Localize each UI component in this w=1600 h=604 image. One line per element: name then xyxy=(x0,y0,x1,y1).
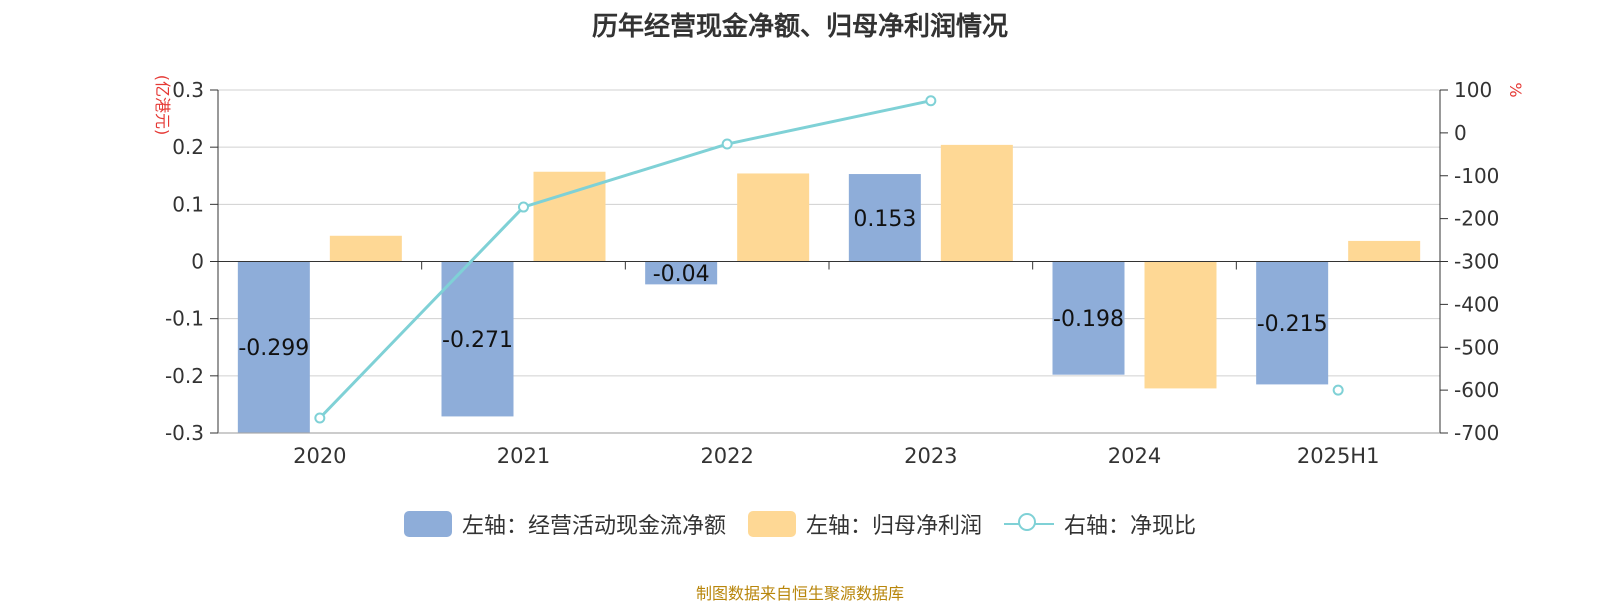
right-axis-unit: % xyxy=(1506,82,1525,97)
category-label: 2024 xyxy=(1108,444,1161,468)
left-axis-unit: (亿港元) xyxy=(153,75,172,136)
category-label: 2023 xyxy=(904,444,957,468)
category-label: 2020 xyxy=(293,444,346,468)
right-tick-label: 0 xyxy=(1454,121,1467,145)
right-tick-label: -100 xyxy=(1454,164,1499,188)
bar-profit-2025H1 xyxy=(1348,240,1421,262)
bar-profit-2020 xyxy=(329,235,402,262)
data-label-cash-2024: -0.198 xyxy=(1053,307,1124,332)
axes xyxy=(210,89,1448,434)
chart-area: 0.3 0.2 0.1 0 -0.1 -0.2 -0.3 100 0 -100 -200 -300 -4… xyxy=(153,75,1525,468)
bar-cash-2025H1 xyxy=(1256,261,1329,385)
right-tick-label: -400 xyxy=(1454,292,1499,316)
bar-cash-2023 xyxy=(848,174,921,262)
ratio-line xyxy=(318,99,932,420)
source-note: 制图数据来自恒生聚源数据库 xyxy=(695,584,904,603)
right-tick-label: -600 xyxy=(1454,378,1499,402)
legend-swatch xyxy=(403,511,452,537)
legend: 左轴：经营活动现金流净额 左轴：归母净利润 右轴：净现比 xyxy=(0,508,1600,540)
bar-cash-2021 xyxy=(441,261,514,417)
tick-labels: 0.3 0.2 0.1 0 -0.1 -0.2 -0.3 100 0 -100 -200 -300 -4… xyxy=(153,75,1525,468)
bar-profit-2024 xyxy=(1144,261,1217,389)
data-labels: -0.299 -0.271 -0.04 0.153 -0.198 -0.215 xyxy=(238,207,1327,361)
data-label-cash-2020: -0.299 xyxy=(238,336,309,361)
left-tick-label: 0 xyxy=(191,250,204,274)
legend-label: 左轴：归母净利润 xyxy=(805,514,982,539)
right-tick-label: -200 xyxy=(1454,207,1499,231)
left-tick-label: -0.2 xyxy=(165,364,204,388)
left-tick-label: -0.3 xyxy=(165,421,204,445)
ratio-line-series xyxy=(314,95,1344,424)
legend-item-cash[interactable]: 左轴：经营活动现金流净额 xyxy=(403,508,726,540)
category-label: 2021 xyxy=(497,444,550,468)
category-label: 2025H1 xyxy=(1297,444,1380,468)
category-label: 2022 xyxy=(700,444,753,468)
ratio-point-2023 xyxy=(925,95,937,107)
data-label-cash-2021: -0.271 xyxy=(442,328,513,353)
right-tick-label: -500 xyxy=(1454,335,1499,359)
legend-swatch xyxy=(747,511,796,537)
bar-series xyxy=(237,144,1421,433)
legend-item-ratio[interactable]: 右轴：净现比 xyxy=(1004,508,1196,540)
right-tick-label: 100 xyxy=(1454,78,1492,102)
bar-cash-2024 xyxy=(1052,261,1125,375)
left-tick-label: 0.2 xyxy=(172,135,204,159)
ratio-point-2022 xyxy=(721,138,733,150)
right-tick-label: -700 xyxy=(1454,421,1499,445)
ratio-point-2021 xyxy=(518,201,529,213)
left-tick-label: 0.1 xyxy=(172,192,204,216)
data-label-cash-2023: 0.153 xyxy=(853,207,916,232)
data-label-cash-2025H1: -0.215 xyxy=(1257,312,1328,337)
legend-label: 右轴：净现比 xyxy=(1064,514,1197,539)
left-tick-label: -0.1 xyxy=(165,307,204,331)
bar-cash-2020 xyxy=(237,261,310,433)
data-label-cash-2022: -0.04 xyxy=(653,262,710,287)
bar-profit-2022 xyxy=(737,173,810,262)
legend-line-swatch xyxy=(1004,511,1054,537)
legend-label: 左轴：经营活动现金流净额 xyxy=(461,514,726,539)
ratio-point-2020 xyxy=(314,412,326,424)
bar-cash-2022 xyxy=(645,261,718,285)
left-tick-label: 0.3 xyxy=(172,78,204,102)
right-tick-label: -300 xyxy=(1454,250,1499,274)
legend-item-profit[interactable]: 左轴：归母净利润 xyxy=(747,508,982,540)
bar-profit-2023 xyxy=(940,144,1013,262)
chart-title: 历年经营现金净额、归母净利润情况 xyxy=(591,12,1008,42)
ratio-point-2025H1 xyxy=(1332,384,1344,396)
